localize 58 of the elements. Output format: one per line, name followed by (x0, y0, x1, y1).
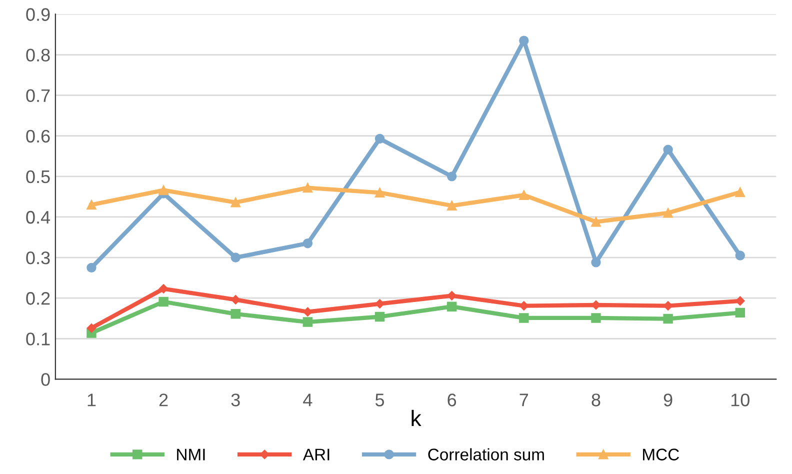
x-tick-label: 1 (88, 394, 96, 406)
point (519, 190, 529, 200)
point (735, 250, 745, 260)
y-tick-label: 0.6 (26, 130, 50, 143)
point (663, 208, 673, 218)
legend-label: NMI (177, 448, 205, 460)
y-tick-label: 0.1 (26, 332, 50, 346)
point (663, 314, 673, 324)
point (230, 295, 240, 304)
legend-label: Correlation sum (428, 448, 544, 460)
point (86, 200, 96, 210)
point (302, 182, 313, 193)
point (230, 252, 240, 262)
point (374, 188, 385, 198)
y-tick-label: 0.2 (26, 292, 50, 305)
y-tick-label: 0 (41, 373, 50, 386)
point (86, 262, 96, 273)
point (519, 36, 529, 46)
point (446, 302, 457, 312)
x-tick-label: 9 (664, 394, 672, 406)
x-tick-label: 7 (520, 394, 528, 406)
x-tick-label: 8 (592, 394, 600, 406)
y-tick-label: 0.3 (26, 251, 50, 264)
point (230, 198, 240, 208)
point (374, 312, 385, 322)
x-tick-label: 3 (231, 394, 240, 406)
point (302, 238, 313, 248)
legend-label: ARI (302, 448, 330, 460)
point (374, 134, 385, 144)
x-tick-label: 6 (448, 394, 456, 406)
point (446, 172, 457, 182)
point (591, 216, 601, 227)
legend-label: MCC (643, 448, 679, 460)
y-tick-label: 0.7 (26, 89, 50, 102)
point (663, 144, 673, 155)
point (302, 317, 313, 327)
point (736, 296, 745, 306)
point (446, 200, 457, 210)
point (230, 309, 240, 319)
x-axis-title: k (412, 410, 422, 426)
point (303, 307, 312, 317)
x-tick-label: 2 (159, 394, 168, 406)
y-tick-label: 0.9 (26, 8, 50, 21)
point (735, 187, 745, 198)
x-tick-label: 5 (375, 394, 384, 406)
point (158, 296, 168, 307)
x-tick-label: 10 (731, 394, 750, 406)
point (158, 284, 168, 294)
point (86, 323, 96, 333)
y-tick-label: 0.8 (26, 48, 50, 62)
point (735, 308, 745, 318)
point (591, 313, 601, 323)
point (519, 313, 529, 323)
y-tick-label: 0.5 (26, 170, 50, 184)
x-tick-label: 4 (303, 394, 312, 406)
point (591, 258, 601, 268)
point (158, 185, 168, 196)
y-tick-label: 0.4 (26, 210, 50, 224)
